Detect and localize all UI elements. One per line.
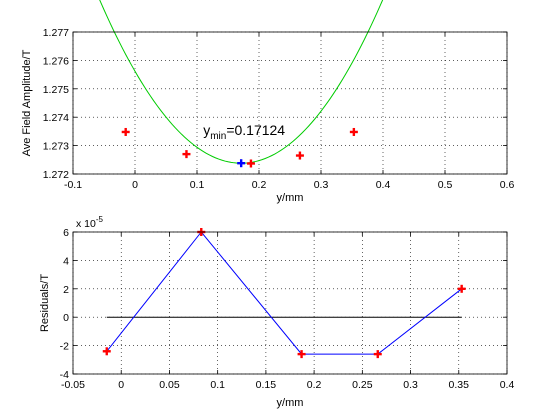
x-tick-label: 0.2 bbox=[252, 179, 267, 191]
exponent-power: -5 bbox=[96, 215, 104, 224]
exponent-base: x 10 bbox=[76, 218, 96, 230]
plot-background bbox=[73, 232, 507, 374]
x-tick-label: -0.05 bbox=[61, 379, 85, 391]
x-tick-label: 0.2 bbox=[307, 379, 322, 391]
x-tick-label: 0.25 bbox=[352, 379, 373, 391]
x-tick-label: 0 bbox=[132, 179, 138, 191]
x-tick-label: 0.4 bbox=[500, 379, 515, 391]
x-tick-labels: -0.1 0 0.1 0.2 0.3 0.4 0.5 0.6 bbox=[64, 179, 514, 191]
data-point bbox=[349, 127, 358, 136]
y-tick-label: -4 bbox=[60, 369, 69, 381]
data-point bbox=[295, 151, 304, 160]
fit-plot: -0.1 0 0.1 0.2 0.3 0.4 0.5 0.6 1.2721.2731.2741… bbox=[21, 0, 514, 204]
residual-point bbox=[102, 347, 111, 356]
x-tick-label: 0.05 bbox=[159, 379, 180, 391]
axes-frame bbox=[72, 231, 508, 375]
y-tick-labels: -4 -2 0 2 4 6 bbox=[60, 227, 70, 381]
minimum-point bbox=[237, 159, 246, 168]
y-tick-labels: 1.272 1.273 1.274 1.275 1.276 1.277 bbox=[43, 27, 69, 181]
minimum-annotation: ymin=0.17124 bbox=[203, 122, 285, 142]
x-tick-label: 0.1 bbox=[190, 179, 205, 191]
annotation-value: =0.17124 bbox=[226, 122, 285, 138]
y-tick-label: -2 bbox=[60, 341, 69, 353]
x-tick-label: 0.5 bbox=[438, 179, 453, 191]
x-tick-label: 0.3 bbox=[314, 179, 329, 191]
data-point bbox=[121, 127, 130, 136]
y-scale-exponent: x 10-5 bbox=[76, 215, 104, 230]
y-tick-label: 1.273 bbox=[43, 141, 69, 153]
y-axis-label: Residuals/T bbox=[39, 274, 51, 332]
residuals-plot: -0.05 0 0.05 0.1 0.15 0.2 0.25 0.3 0.35 0.4 -4 -2 0… bbox=[39, 215, 514, 409]
y-tick-label: 1.277 bbox=[43, 27, 69, 39]
residual-point bbox=[297, 350, 306, 359]
y-tick-label: 1.275 bbox=[43, 84, 69, 96]
fit-curve bbox=[99, 0, 384, 164]
series-group bbox=[102, 228, 466, 359]
y-tick-label: 1.272 bbox=[43, 169, 69, 181]
series-group bbox=[99, 0, 384, 168]
x-tick-label: 0.15 bbox=[256, 379, 277, 391]
y-tick-label: 0 bbox=[63, 312, 69, 324]
x-tick-label: 0.3 bbox=[403, 379, 418, 391]
y-tick-label: 4 bbox=[63, 255, 69, 267]
x-tick-label: 0.1 bbox=[210, 379, 225, 391]
y-tick-label: 2 bbox=[63, 284, 69, 296]
x-tick-label: 0.4 bbox=[376, 179, 391, 191]
y-axis-label: Ave Field Amplitude/T bbox=[21, 49, 33, 156]
y-tick-label: 1.274 bbox=[43, 112, 69, 124]
residual-point bbox=[373, 350, 382, 359]
annotation-prefix: y bbox=[203, 122, 210, 138]
x-axis-label: y/mm bbox=[277, 192, 304, 204]
x-tick-labels: -0.05 0 0.05 0.1 0.15 0.2 0.25 0.3 0.35 0.4 bbox=[61, 379, 514, 391]
data-point bbox=[246, 159, 255, 168]
data-point bbox=[182, 150, 191, 159]
x-axis-label: y/mm bbox=[277, 397, 304, 409]
plot-background bbox=[73, 32, 507, 174]
x-tick-label: -0.1 bbox=[64, 179, 82, 191]
y-tick-label: 6 bbox=[63, 227, 69, 239]
x-tick-label: 0.6 bbox=[500, 179, 515, 191]
x-tick-label: 0.35 bbox=[449, 379, 470, 391]
annotation-subscript: min bbox=[210, 131, 226, 142]
axes-frame bbox=[72, 31, 508, 175]
y-tick-label: 1.276 bbox=[43, 55, 69, 67]
x-tick-label: 0 bbox=[118, 379, 124, 391]
residual-point bbox=[457, 284, 466, 293]
